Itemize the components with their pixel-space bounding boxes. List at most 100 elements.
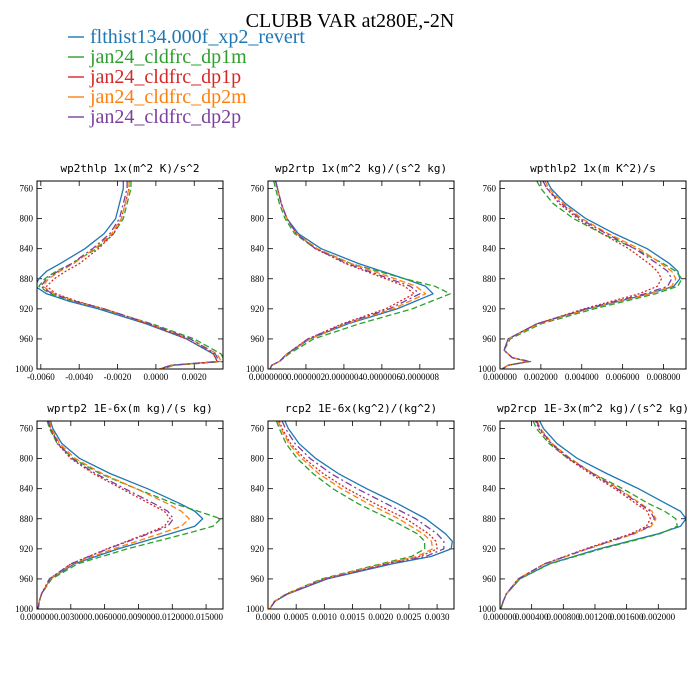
y-tick-label: 760 bbox=[20, 184, 34, 194]
x-tick-label: 0.006000 bbox=[606, 372, 640, 382]
series-line-0 bbox=[269, 181, 434, 369]
series-group bbox=[269, 181, 451, 369]
x-tick-label: 0.004000 bbox=[565, 372, 599, 382]
axes-frame bbox=[36, 180, 224, 370]
legend-label-0: flthist134.000f_xp2_revert bbox=[90, 26, 305, 48]
panels: wp2thlp 1x(m^2 K)/s^2 760 800 840 880 920 960 1… bbox=[15, 162, 689, 622]
y-tick-label: 760 bbox=[20, 424, 34, 434]
series-line-2 bbox=[269, 421, 438, 609]
y-tick-label: 1000 bbox=[246, 364, 265, 374]
series-line-2 bbox=[45, 181, 218, 369]
x-tick-label: 0.006000 bbox=[88, 612, 122, 622]
y-tick-label: 840 bbox=[483, 244, 497, 254]
y-tick-label: 760 bbox=[483, 424, 497, 434]
x-tick-label: 0.0000008 bbox=[401, 372, 440, 382]
y-tick-label: 920 bbox=[20, 544, 34, 554]
x-tick-label: 0.0000 bbox=[144, 372, 169, 382]
series-line-3 bbox=[42, 181, 222, 369]
x-tick-label: 0.009000 bbox=[122, 612, 156, 622]
figure-title: CLUBB VAR at280E,-2N bbox=[246, 10, 455, 32]
axes-frame bbox=[267, 180, 455, 370]
series-line-3 bbox=[37, 421, 190, 609]
series-line-1 bbox=[501, 181, 683, 369]
series-line-3 bbox=[500, 421, 657, 609]
y-tick-label: 1000 bbox=[478, 364, 497, 374]
panel-2: wpthlp2 1x(m K^2)/s 760 800 840 880 920 960 100… bbox=[478, 162, 687, 382]
y-tick-label: 1000 bbox=[478, 604, 497, 614]
y-tick-label: 920 bbox=[251, 544, 265, 554]
y-tick-label: 960 bbox=[483, 334, 497, 344]
x-tick-label: 0.000400 bbox=[515, 612, 549, 622]
series-group bbox=[269, 421, 453, 609]
y-tick-label: 920 bbox=[483, 304, 497, 314]
series-group bbox=[500, 421, 686, 609]
y-tick-label: 800 bbox=[20, 214, 34, 224]
y-tick-label: 960 bbox=[20, 574, 34, 584]
x-tick-label: 0.0000 bbox=[256, 612, 281, 622]
x-tick-label: 0.0020 bbox=[368, 612, 393, 622]
x-tick-label: 0.0000004 bbox=[325, 372, 364, 382]
x-tick-label: 0.008000 bbox=[647, 372, 681, 382]
x-tick-label: 0.0010 bbox=[312, 612, 337, 622]
x-tick-label: 0.0000002 bbox=[287, 372, 325, 382]
x-tick-label: 0.000000 bbox=[20, 612, 54, 622]
x-tick-label: 0.002000 bbox=[524, 372, 558, 382]
y-tick-label: 840 bbox=[20, 484, 34, 494]
panel-3: wprtp2 1E-6x(m kg)/(s kg) 760 800 840 880 920… bbox=[15, 402, 224, 622]
y-tick-label: 960 bbox=[251, 334, 265, 344]
axes-frame bbox=[499, 420, 687, 610]
x-tick-label: 0.0000006 bbox=[363, 372, 402, 382]
x-tick-label: 0.012000 bbox=[155, 612, 189, 622]
x-tick-label: 0.015000 bbox=[189, 612, 223, 622]
series-line-2 bbox=[37, 421, 171, 609]
series-line-0 bbox=[501, 181, 681, 369]
series-line-4 bbox=[37, 421, 175, 609]
axes-frame bbox=[36, 420, 224, 610]
y-tick-label: 840 bbox=[483, 484, 497, 494]
y-tick-label: 960 bbox=[483, 574, 497, 584]
x-tick-label: 0.0015 bbox=[340, 612, 365, 622]
panel-1: wp2rtp 1x(m^2 kg)/(s^2 kg) 760 800 840 880 92… bbox=[246, 162, 455, 382]
series-line-2 bbox=[501, 181, 663, 369]
series-line-4 bbox=[40, 181, 220, 369]
y-tick-label: 960 bbox=[251, 574, 265, 584]
y-tick-label: 880 bbox=[20, 514, 34, 524]
legend-label-3: jan24_cldfrc_dp2m bbox=[89, 86, 247, 108]
x-tick-label: 0.000000 bbox=[483, 612, 517, 622]
y-tick-label: 1000 bbox=[15, 364, 34, 374]
y-tick-label: 840 bbox=[20, 244, 34, 254]
y-tick-label: 1000 bbox=[15, 604, 34, 614]
y-tick-label: 800 bbox=[483, 214, 497, 224]
x-tick-label: 0.000800 bbox=[546, 612, 580, 622]
y-tick-label: 840 bbox=[251, 484, 265, 494]
x-tick-label: 0.001200 bbox=[578, 612, 612, 622]
x-tick-label: -0.0020 bbox=[104, 372, 132, 382]
x-tick-label: 0.002000 bbox=[641, 612, 675, 622]
legend-label-4: jan24_cldfrc_dp2p bbox=[89, 106, 241, 128]
series-line-0 bbox=[269, 421, 453, 609]
panel-5: wp2rcp 1E-3x(m^2 kg)/(s^2 kg)760 800 840 88… bbox=[478, 402, 689, 622]
series-line-4 bbox=[501, 181, 673, 369]
x-tick-label: 0.001600 bbox=[610, 612, 644, 622]
series-line-3 bbox=[269, 181, 427, 369]
x-tick-label: 0.0020 bbox=[182, 372, 207, 382]
series-line-1 bbox=[37, 421, 222, 609]
y-tick-label: 800 bbox=[251, 214, 265, 224]
y-tick-label: 800 bbox=[20, 454, 34, 464]
y-tick-label: 800 bbox=[483, 454, 497, 464]
y-tick-label: 880 bbox=[483, 514, 497, 524]
panel-0: wp2thlp 1x(m^2 K)/s^2 760 800 840 880 920 960 1… bbox=[15, 162, 224, 382]
legend-label-1: jan24_cldfrc_dp1m bbox=[89, 46, 247, 68]
y-tick-label: 880 bbox=[20, 274, 34, 284]
panel-4: rcp2 1E-6x(kg^2)/(kg^2) 760 800 840 880 920 96… bbox=[246, 402, 455, 622]
x-tick-label: -0.0040 bbox=[65, 372, 93, 382]
x-tick-label: 0.0000000 bbox=[249, 372, 288, 382]
series-line-4 bbox=[500, 421, 655, 609]
axes-frame bbox=[499, 180, 687, 370]
y-tick-label: 920 bbox=[483, 544, 497, 554]
x-tick-label: 0.000000 bbox=[483, 372, 517, 382]
panel-title-0: wp2thlp 1x(m^2 K)/s^2 bbox=[60, 162, 199, 175]
legend: flthist134.000f_xp2_revertjan24_cldfrc_d… bbox=[68, 26, 305, 128]
x-tick-label: 0.0030 bbox=[425, 612, 450, 622]
x-tick-label: 0.0025 bbox=[397, 612, 422, 622]
